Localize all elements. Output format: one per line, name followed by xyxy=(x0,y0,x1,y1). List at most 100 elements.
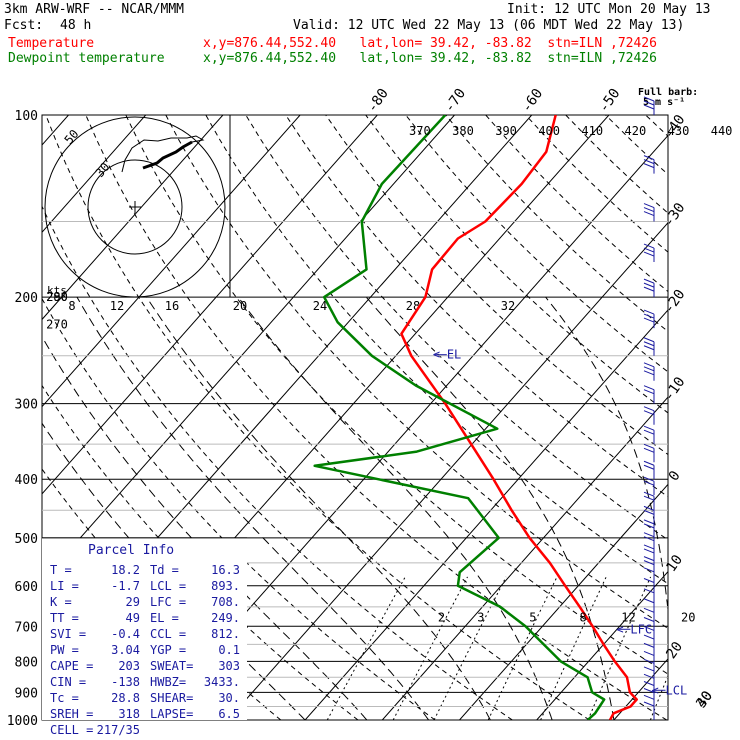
barb-note-title: Full barb: xyxy=(638,87,698,98)
parcel-info-key: SWEAT= xyxy=(150,659,193,673)
parcel-info-key: YGP = xyxy=(150,643,186,657)
wind-barb-feather xyxy=(643,366,655,372)
hodograph-ring-outer xyxy=(44,116,226,298)
wind-barb-feather xyxy=(643,642,655,648)
wind-barb-feather xyxy=(643,556,655,562)
wind-barb-feather xyxy=(643,104,655,110)
wind-barb-feather xyxy=(643,548,655,554)
wind-barb-feather xyxy=(643,345,655,351)
hodograph-units-label: kts xyxy=(47,284,67,297)
mixing-ratio-line xyxy=(587,576,652,720)
wind-barb-feather xyxy=(643,598,655,604)
hodograph-ring-label: 50 xyxy=(62,127,82,147)
parcel-info-key: LI = xyxy=(50,579,79,593)
wind-barbs xyxy=(643,96,655,720)
theta-label: 410 xyxy=(581,124,603,138)
dry-adiabat xyxy=(365,115,668,414)
parcel-info-key: TT = xyxy=(50,611,79,625)
level-arrow: < xyxy=(616,622,623,636)
parcel-info-key: CCL = xyxy=(150,627,186,641)
mixing-ratio-label: 8 xyxy=(580,610,587,624)
parcel-info-key: CIN = xyxy=(50,675,86,689)
wind-barb-feather xyxy=(643,650,655,656)
trace-temperature xyxy=(400,115,638,720)
mixing-ratio-line xyxy=(392,576,468,720)
parcel-info-value: 203 xyxy=(118,659,140,673)
mixing-ratio-label: 5 xyxy=(529,610,536,624)
isotherm xyxy=(227,221,668,720)
moist-adiabat xyxy=(237,296,553,720)
init-time: Init: 12 UTC Mon 20 May 13 xyxy=(507,2,711,17)
wind-barb-feather xyxy=(643,207,655,212)
parcel-info-key: SREH = xyxy=(50,707,93,721)
theta-label: 380 xyxy=(452,124,474,138)
parcel-info-value: -138 xyxy=(111,675,140,689)
wind-barb-feather xyxy=(643,460,655,466)
hodograph-ring-inner xyxy=(87,159,183,255)
barb-note-units: 5 m s⁻¹ xyxy=(643,97,685,108)
temperature-tick-label: 10 xyxy=(663,552,686,575)
wind-barb-feather xyxy=(643,536,655,542)
speed-scale-label: 28 xyxy=(406,299,420,313)
dry-adiabat xyxy=(686,115,740,720)
wind-barb-feather xyxy=(643,389,655,395)
speed-scale-label: 12 xyxy=(110,299,124,313)
wind-barb-feather xyxy=(643,491,655,497)
hodograph-trace-low xyxy=(142,140,193,170)
wind-barb-feather xyxy=(643,476,655,482)
mixing-ratio-line xyxy=(326,576,406,720)
pressure-tick-label: 700 xyxy=(15,620,38,635)
wind-barb-feather xyxy=(643,313,655,319)
wind-barb-feather xyxy=(643,447,655,453)
pressure-tick-label: 400 xyxy=(15,473,38,488)
isotherm xyxy=(42,115,301,408)
parcel-info-key: PW = xyxy=(50,643,79,657)
wind-barb-feather xyxy=(643,317,655,323)
mixing-ratio-label: 12 xyxy=(621,610,635,624)
wind-barb-feather xyxy=(643,681,655,686)
parcel-info-key: T = xyxy=(50,563,72,577)
parcel-info-value: 893. xyxy=(211,579,240,593)
wind-barb-feather xyxy=(643,578,655,583)
wind-barb-feather xyxy=(643,666,655,672)
wind-barb-feather xyxy=(643,362,655,368)
temperature-tick-label: 40 xyxy=(693,688,716,711)
parcel-info-key: CELL = xyxy=(50,723,93,737)
wind-barb-feather xyxy=(643,509,655,515)
wind-barb-feather xyxy=(643,532,655,538)
dry-adiabat xyxy=(565,115,668,214)
wind-barb-feather xyxy=(643,251,655,257)
wind-barb-feather xyxy=(643,341,655,347)
parcel-info-panel: Parcel Info T = 18.2 Td = 16.3 LI = -1.7 LCL = 8… xyxy=(42,537,247,737)
pressure-tick-label: 500 xyxy=(15,532,38,547)
speed-scale-label: 16 xyxy=(165,299,179,313)
wind-barb-feather xyxy=(643,385,655,391)
level-label-lfc: LFC xyxy=(630,622,652,636)
parcel-info-title: Parcel Info xyxy=(88,543,174,558)
isotherm xyxy=(536,570,668,720)
wind-barb-feather xyxy=(643,694,655,700)
wind-barb-feather xyxy=(643,495,655,501)
isotherm xyxy=(42,115,224,321)
theta-label-left: 280 xyxy=(46,290,68,304)
pressure-tick-label: 1000 xyxy=(7,714,38,729)
wind-barb-feather xyxy=(643,688,655,693)
wind-barb-feather xyxy=(643,519,655,525)
parcel-info-key: LCL = xyxy=(150,579,186,593)
theta-label: 400 xyxy=(538,124,560,138)
wind-barb-feather xyxy=(643,155,655,161)
parcel-info-value: 0.1 xyxy=(218,643,240,657)
wind-barb-feather xyxy=(643,480,655,486)
pressure-tick-label: 900 xyxy=(15,686,38,701)
wind-barb-feather xyxy=(643,309,655,315)
theta-label: 420 xyxy=(625,124,647,138)
wind-barb-feather xyxy=(643,634,655,640)
wind-barb-feather xyxy=(643,607,655,613)
wind-barb-feather xyxy=(643,211,655,216)
mixing-ratio-line xyxy=(649,674,668,720)
parcel-info-key: CAPE = xyxy=(50,659,93,673)
wind-barb-feather xyxy=(643,429,655,435)
isotherm xyxy=(459,483,668,720)
